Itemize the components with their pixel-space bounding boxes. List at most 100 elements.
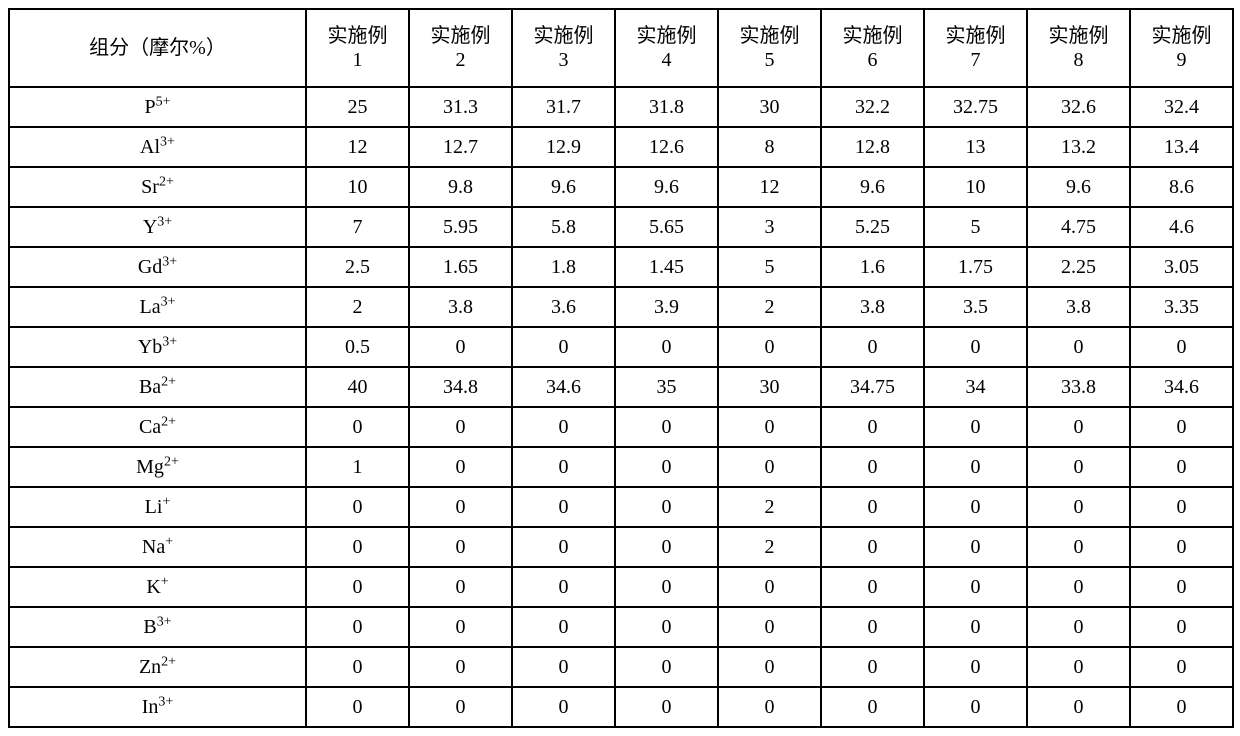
cell: 1.75 [924,247,1027,287]
cell: 0 [821,407,924,447]
cell: 0 [924,407,1027,447]
cell: 0 [1130,527,1233,567]
cell: 2 [718,487,821,527]
cell: 30 [718,367,821,407]
cell: 34.6 [512,367,615,407]
col-header-3: 实施例 3 [512,9,615,87]
cell: 0 [512,607,615,647]
cell: 25 [306,87,409,127]
cell: 0 [615,567,718,607]
row-label: Sr2+ [9,167,306,207]
cell: 0 [615,407,718,447]
cell: 0 [615,647,718,687]
cell: 9.6 [615,167,718,207]
cell: 2 [718,287,821,327]
cell: 5 [924,207,1027,247]
col-header-top: 实施例 [946,24,1006,48]
cell: 0 [409,647,512,687]
cell: 0 [1130,687,1233,727]
cell: 33.8 [1027,367,1130,407]
cell: 0 [306,607,409,647]
cell: 12.7 [409,127,512,167]
col-header-bottom: 5 [765,48,775,72]
cell: 40 [306,367,409,407]
cell: 0 [821,647,924,687]
cell: 0 [409,607,512,647]
cell: 0 [718,687,821,727]
cell: 0 [1130,487,1233,527]
cell: 0 [718,407,821,447]
cell: 5.95 [409,207,512,247]
cell: 0 [718,567,821,607]
table-row: Zn2+000000000 [9,647,1233,687]
cell: 0 [409,407,512,447]
col-header-bottom: 7 [971,48,981,72]
col-header-8: 实施例 8 [1027,9,1130,87]
cell: 0 [512,327,615,367]
cell: 0 [512,647,615,687]
cell: 0 [821,687,924,727]
table-row: Ba2+4034.834.6353034.753433.834.6 [9,367,1233,407]
col-header-top: 实施例 [1049,24,1109,48]
row-label: P5+ [9,87,306,127]
table-body: P5+2531.331.731.83032.232.7532.632.4Al3+… [9,87,1233,727]
cell: 0 [1027,567,1130,607]
table-row: Al3+1212.712.912.6812.81313.213.4 [9,127,1233,167]
row-label: K+ [9,567,306,607]
cell: 0 [615,607,718,647]
composition-table: 组分（摩尔%） 实施例 1 实施例 2 实施例 3 [8,8,1234,728]
cell: 0 [512,487,615,527]
cell: 0 [306,527,409,567]
cell: 0 [1130,647,1233,687]
row-label: Y3+ [9,207,306,247]
table-row: Na+000020000 [9,527,1233,567]
table-row: K+000000000 [9,567,1233,607]
cell: 34.8 [409,367,512,407]
cell: 0 [512,407,615,447]
col-header-top: 实施例 [637,24,697,48]
cell: 0 [924,647,1027,687]
cell: 0 [718,327,821,367]
cell: 34 [924,367,1027,407]
cell: 0 [409,327,512,367]
cell: 2.5 [306,247,409,287]
cell: 12 [718,167,821,207]
cell: 0 [409,487,512,527]
cell: 0 [821,487,924,527]
cell: 9.8 [409,167,512,207]
cell: 0 [1130,567,1233,607]
cell: 5.65 [615,207,718,247]
row-label: Yb3+ [9,327,306,367]
cell: 4.6 [1130,207,1233,247]
row-label: B3+ [9,607,306,647]
cell: 0 [924,567,1027,607]
cell: 13.2 [1027,127,1130,167]
cell: 0.5 [306,327,409,367]
table-row: Yb3+0.500000000 [9,327,1233,367]
cell: 0 [1130,447,1233,487]
row-label: Ca2+ [9,407,306,447]
cell: 8 [718,127,821,167]
table-row: P5+2531.331.731.83032.232.7532.632.4 [9,87,1233,127]
cell: 0 [615,527,718,567]
col-header-9: 实施例 9 [1130,9,1233,87]
cell: 0 [821,567,924,607]
cell: 0 [512,687,615,727]
cell: 1.45 [615,247,718,287]
cell: 1.65 [409,247,512,287]
cell: 32.4 [1130,87,1233,127]
cell: 8.6 [1130,167,1233,207]
col-header-bottom: 3 [559,48,569,72]
cell: 0 [718,447,821,487]
table-row: Y3+75.955.85.6535.2554.754.6 [9,207,1233,247]
cell: 12.8 [821,127,924,167]
cell: 32.2 [821,87,924,127]
cell: 0 [821,447,924,487]
cell: 12 [306,127,409,167]
cell: 7 [306,207,409,247]
cell: 34.6 [1130,367,1233,407]
cell: 0 [1027,607,1130,647]
table-row: B3+000000000 [9,607,1233,647]
cell: 5.25 [821,207,924,247]
cell: 9.6 [1027,167,1130,207]
